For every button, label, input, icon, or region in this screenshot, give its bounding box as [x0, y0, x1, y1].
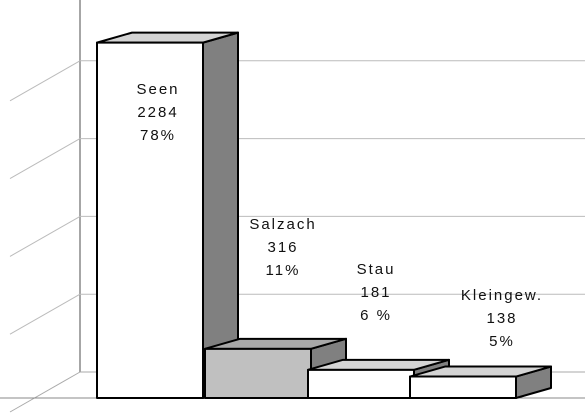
category-label: Seen [136, 81, 179, 98]
bar [307, 368, 415, 399]
bar [409, 375, 517, 399]
value-label: 316 [267, 239, 298, 256]
value-label: 2284 [137, 104, 178, 121]
category-label: Stau [357, 261, 396, 278]
grid-line-side [9, 215, 81, 257]
bar [96, 41, 204, 400]
grid-line-side [9, 60, 81, 102]
category-label: Kleingew. [461, 287, 543, 304]
grid-line-side [9, 293, 81, 335]
grid-line-side [9, 138, 81, 180]
share-label: 5% [489, 333, 515, 350]
share-label: 11% [266, 262, 301, 279]
value-label: 181 [360, 284, 391, 301]
value-label: 138 [486, 310, 517, 327]
floor-left-edge [9, 371, 81, 413]
bar [204, 347, 312, 400]
share-label: 6 % [360, 307, 392, 324]
share-label: 78% [140, 127, 176, 144]
category-label: Salzach [249, 216, 316, 233]
